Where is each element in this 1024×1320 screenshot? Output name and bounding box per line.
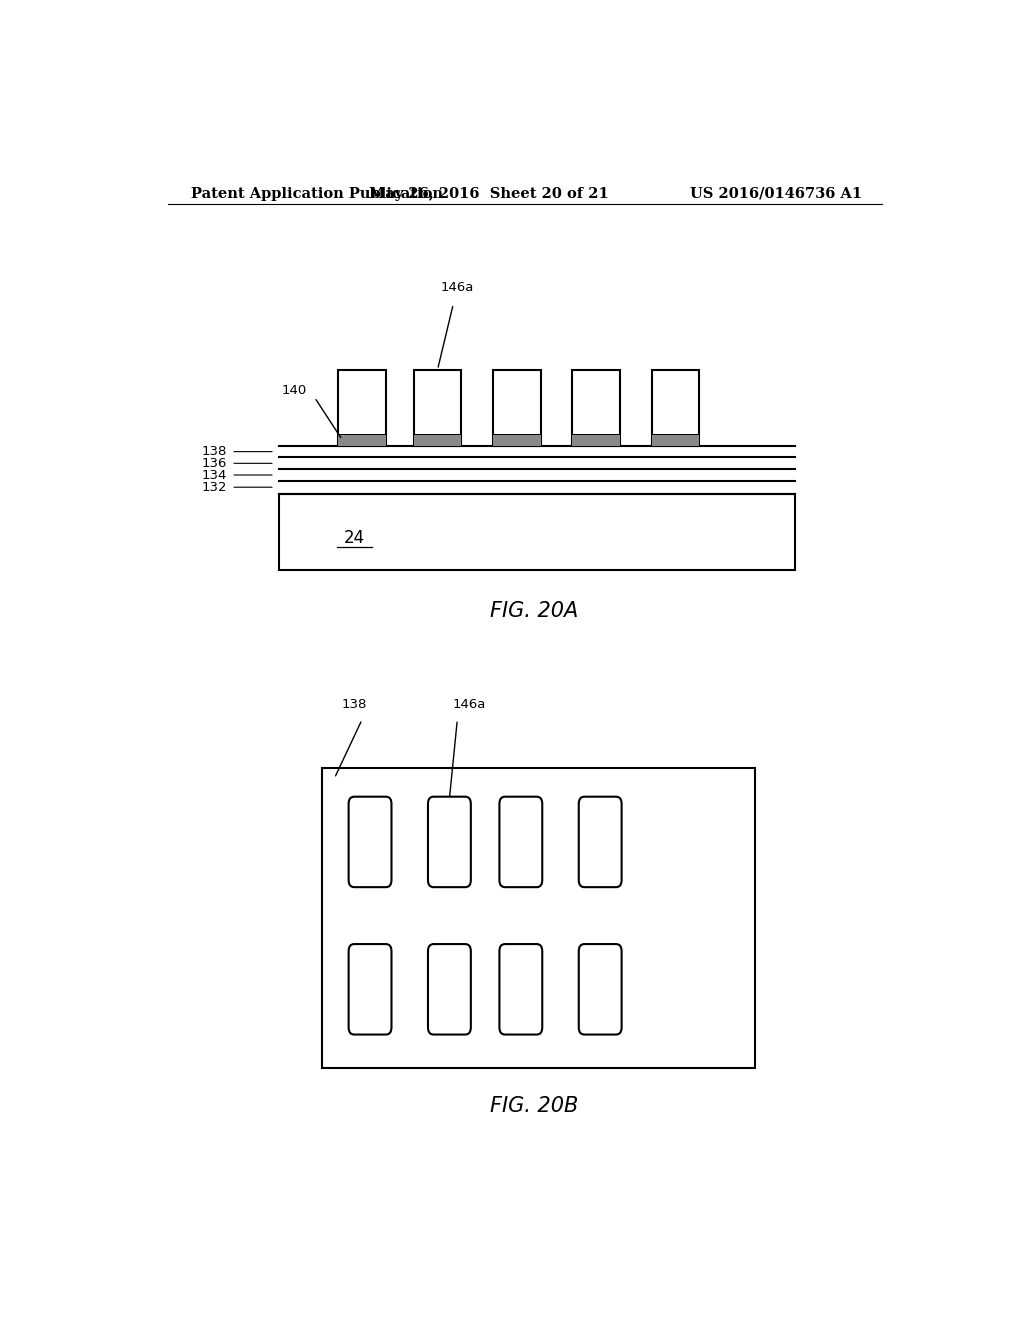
FancyBboxPatch shape bbox=[428, 944, 471, 1035]
FancyBboxPatch shape bbox=[579, 944, 622, 1035]
Text: Patent Application Publication: Patent Application Publication bbox=[191, 187, 443, 201]
Bar bbox=[323, 768, 755, 1068]
Text: May 26, 2016  Sheet 20 of 21: May 26, 2016 Sheet 20 of 21 bbox=[370, 187, 609, 201]
Bar bbox=[414, 370, 461, 446]
Bar bbox=[279, 494, 795, 570]
FancyBboxPatch shape bbox=[500, 944, 543, 1035]
FancyBboxPatch shape bbox=[348, 944, 391, 1035]
FancyBboxPatch shape bbox=[348, 797, 391, 887]
Text: FIG. 20B: FIG. 20B bbox=[490, 1096, 579, 1115]
Text: 134: 134 bbox=[202, 469, 227, 482]
Bar bbox=[572, 434, 621, 446]
Bar bbox=[494, 370, 541, 446]
FancyBboxPatch shape bbox=[428, 797, 471, 887]
FancyBboxPatch shape bbox=[500, 797, 543, 887]
Text: 146a: 146a bbox=[453, 698, 486, 711]
FancyBboxPatch shape bbox=[579, 797, 622, 887]
Bar bbox=[652, 370, 699, 446]
Text: 138: 138 bbox=[202, 445, 227, 458]
Text: 136: 136 bbox=[202, 457, 227, 470]
Bar bbox=[494, 434, 541, 446]
Text: 138: 138 bbox=[341, 698, 367, 711]
Text: 146a: 146a bbox=[440, 281, 474, 293]
Bar bbox=[572, 370, 621, 446]
Bar bbox=[338, 434, 386, 446]
Bar bbox=[414, 434, 461, 446]
Text: 24: 24 bbox=[344, 529, 365, 546]
Bar bbox=[338, 370, 386, 446]
Bar bbox=[652, 434, 699, 446]
Text: FIG. 20A: FIG. 20A bbox=[490, 601, 579, 620]
Text: 132: 132 bbox=[202, 480, 227, 494]
Text: 140: 140 bbox=[282, 384, 306, 396]
Text: US 2016/0146736 A1: US 2016/0146736 A1 bbox=[690, 187, 862, 201]
